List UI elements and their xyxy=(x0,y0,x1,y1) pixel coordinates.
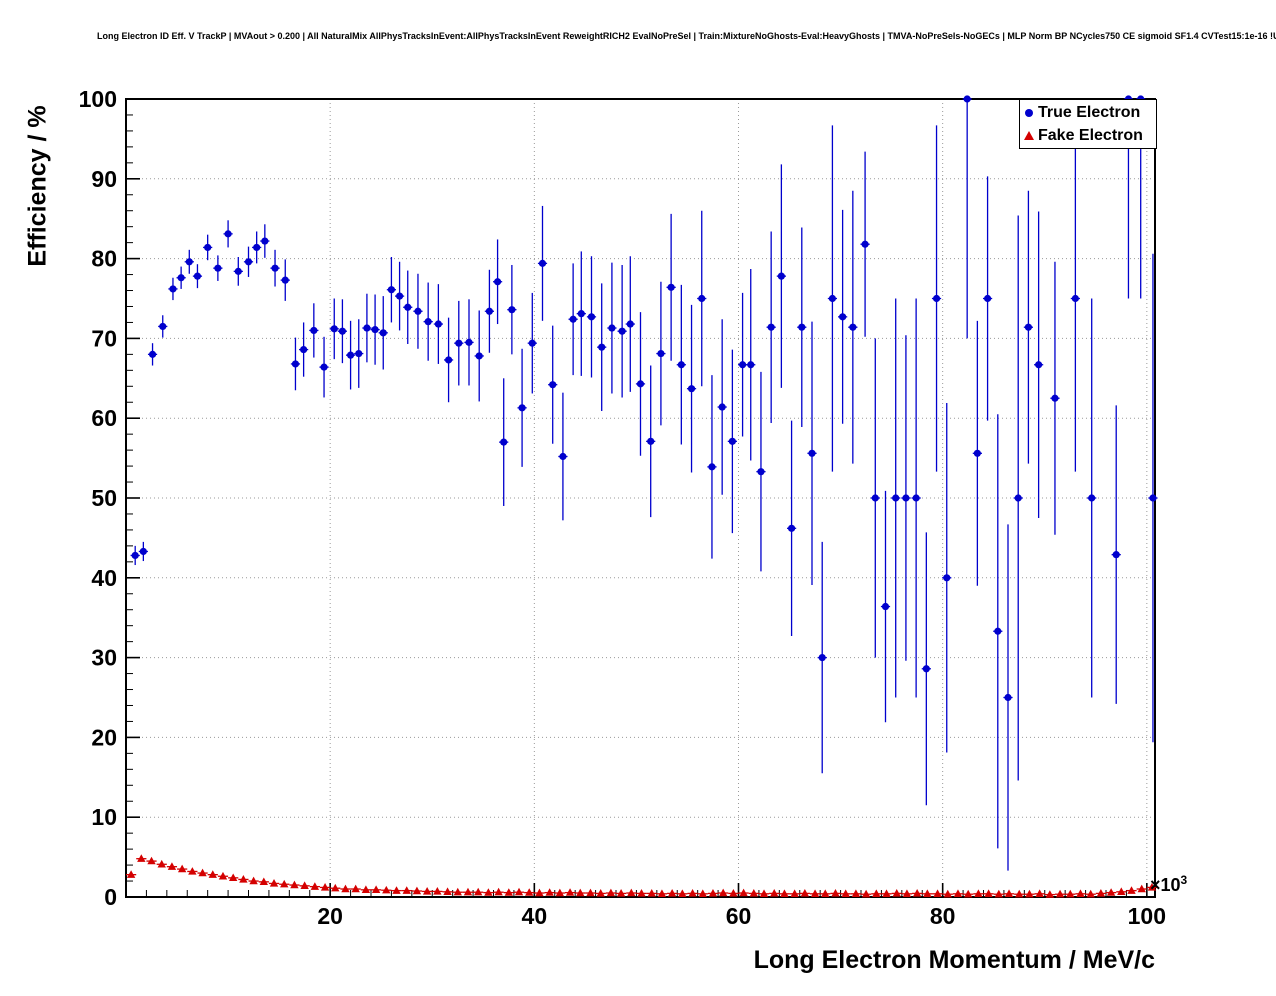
legend-entry-true-electron: True Electron xyxy=(1020,101,1156,124)
legend-label-fake-electron: Fake Electron xyxy=(1038,126,1143,144)
y-tick-label: 90 xyxy=(91,166,117,192)
legend: True Electron Fake Electron xyxy=(1019,99,1157,149)
y-tick-label: 10 xyxy=(91,804,117,830)
legend-marker-cell xyxy=(1020,131,1038,140)
y-tick-label: 70 xyxy=(91,325,117,351)
y-axis-title: Efficiency / % xyxy=(23,105,52,267)
x-tick-label: 40 xyxy=(522,903,548,929)
y-tick-label: 100 xyxy=(79,86,117,112)
x-axis-title: Long Electron Momentum / MeV/c xyxy=(753,946,1155,974)
y-tick-label: 0 xyxy=(104,884,117,910)
x-tick-label: 80 xyxy=(930,903,956,929)
x-axis-multiplier: ×103 xyxy=(1150,873,1187,896)
y-tick-label: 60 xyxy=(91,405,117,431)
x-axis-multiplier-exponent: 3 xyxy=(1180,873,1188,887)
y-tick-label: 30 xyxy=(91,645,117,671)
fake-electron-marker-icon xyxy=(1024,131,1034,140)
x-axis-multiplier-base: ×10 xyxy=(1150,875,1181,895)
y-tick-label: 50 xyxy=(91,485,117,511)
plot-title: Long Electron ID Eff. V TrackP | MVAout … xyxy=(97,31,1276,41)
legend-marker-cell xyxy=(1020,108,1038,117)
y-tick-label: 40 xyxy=(91,565,117,591)
x-tick-label: 20 xyxy=(317,903,343,929)
y-tick-label: 80 xyxy=(91,246,117,272)
x-tick-label: 100 xyxy=(1128,903,1166,929)
legend-label-true-electron: True Electron xyxy=(1038,103,1141,121)
true-electron-marker-icon xyxy=(1025,108,1033,117)
y-tick-label: 20 xyxy=(91,724,117,750)
x-tick-label: 60 xyxy=(726,903,752,929)
legend-entry-fake-electron: Fake Electron xyxy=(1020,124,1156,147)
